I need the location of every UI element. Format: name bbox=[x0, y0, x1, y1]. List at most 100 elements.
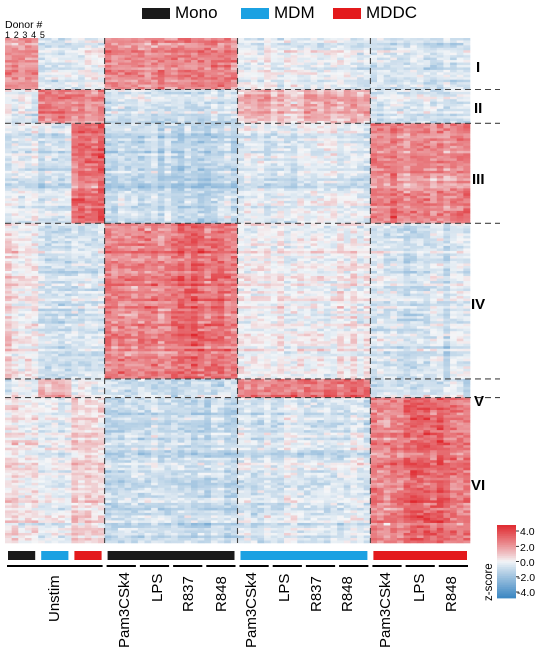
heatmap-cell bbox=[91, 135, 99, 139]
heatmap-cell bbox=[84, 158, 92, 162]
heatmap-cell bbox=[284, 168, 291, 172]
heatmap-cell bbox=[403, 89, 411, 93]
heatmap-cell bbox=[297, 52, 305, 56]
heatmap-cell bbox=[456, 40, 464, 44]
heatmap-cell bbox=[11, 208, 19, 212]
heatmap-cell bbox=[204, 120, 212, 124]
heatmap-cell bbox=[164, 173, 172, 177]
heatmap-cell bbox=[343, 96, 351, 100]
heatmap-cell bbox=[337, 111, 345, 114]
heatmap-cell bbox=[244, 168, 252, 172]
heatmap-cell bbox=[410, 150, 418, 154]
heatmap-cell bbox=[171, 74, 179, 78]
heatmap-cell bbox=[350, 200, 358, 204]
heatmap-cell bbox=[436, 155, 444, 159]
heatmap-cell bbox=[423, 74, 431, 78]
heatmap-cell bbox=[303, 47, 311, 51]
heatmap-cell bbox=[98, 150, 105, 154]
heatmap-cell bbox=[151, 180, 159, 184]
heatmap-cell bbox=[257, 104, 265, 107]
heatmap-cell bbox=[91, 116, 99, 119]
heatmap-cell bbox=[237, 42, 245, 46]
heatmap-cell bbox=[71, 55, 79, 58]
heatmap-cell bbox=[177, 175, 185, 179]
heatmap-cell bbox=[443, 168, 451, 172]
heatmap-cell bbox=[151, 163, 159, 167]
heatmap-cell bbox=[463, 89, 471, 93]
heatmap-cell bbox=[277, 55, 285, 58]
heatmap-cell bbox=[44, 180, 52, 184]
heatmap-cell bbox=[357, 101, 365, 105]
heatmap-cell bbox=[171, 120, 179, 124]
heatmap-cell bbox=[416, 170, 424, 174]
heatmap-cell bbox=[257, 57, 265, 61]
heatmap-cell bbox=[157, 150, 165, 154]
heatmap-cell bbox=[357, 96, 365, 100]
heatmap-cell bbox=[436, 96, 444, 100]
heatmap-cell bbox=[177, 116, 185, 119]
heatmap-cell bbox=[323, 148, 331, 152]
heatmap-cell bbox=[403, 84, 411, 88]
heatmap-cell bbox=[137, 62, 145, 66]
heatmap-cell bbox=[257, 133, 265, 137]
heatmap-cell bbox=[450, 180, 458, 184]
heatmap-cell bbox=[303, 158, 311, 162]
heatmap-cell bbox=[337, 113, 345, 117]
heatmap-cell bbox=[191, 52, 198, 56]
heatmap-cell bbox=[44, 150, 52, 154]
heatmap-cell bbox=[436, 185, 444, 189]
heatmap-cell bbox=[131, 104, 139, 107]
heatmap-cell bbox=[330, 67, 338, 71]
heatmap-cell bbox=[98, 84, 105, 88]
heatmap-cell bbox=[264, 113, 272, 117]
heatmap-cell bbox=[250, 180, 258, 184]
heatmap-cell bbox=[303, 205, 311, 209]
heatmap-cell bbox=[51, 91, 59, 95]
heatmap-cell bbox=[323, 205, 331, 209]
heatmap-cell bbox=[297, 104, 305, 107]
heatmap-cell bbox=[363, 210, 371, 214]
heatmap-cell bbox=[91, 173, 99, 177]
heatmap-cell bbox=[403, 203, 411, 207]
heatmap-cell bbox=[363, 74, 371, 78]
heatmap-cell bbox=[104, 67, 112, 71]
heatmap-cell bbox=[396, 96, 404, 100]
heatmap-cell bbox=[144, 198, 152, 202]
heatmap-cell bbox=[164, 183, 172, 187]
heatmap-cell bbox=[11, 203, 19, 207]
heatmap-cell bbox=[403, 178, 411, 182]
heatmap-cell bbox=[463, 120, 471, 124]
heatmap-cell bbox=[64, 69, 72, 73]
heatmap-cell bbox=[131, 52, 139, 56]
heatmap-cell bbox=[257, 195, 265, 199]
heatmap-cell bbox=[137, 195, 145, 199]
heatmap-cell bbox=[84, 111, 92, 114]
heatmap-cell bbox=[270, 190, 278, 194]
heatmap-cell bbox=[257, 160, 265, 164]
heatmap-cell bbox=[131, 55, 139, 58]
heatmap-cell bbox=[224, 128, 232, 132]
heatmap-cell bbox=[370, 45, 378, 49]
heatmap-cell bbox=[436, 143, 444, 147]
heatmap-cell bbox=[423, 128, 431, 132]
heatmap-cell bbox=[257, 47, 265, 51]
heatmap-cell bbox=[317, 72, 325, 76]
heatmap-cell bbox=[410, 160, 418, 164]
heatmap-cell bbox=[357, 138, 365, 142]
heatmap-cell bbox=[71, 165, 79, 169]
heatmap-cell bbox=[277, 108, 285, 112]
heatmap-cell bbox=[323, 52, 331, 56]
heatmap-cell bbox=[423, 190, 431, 194]
heatmap-cell bbox=[284, 72, 291, 76]
heatmap-cell bbox=[237, 87, 245, 90]
heatmap-cell bbox=[330, 133, 338, 137]
heatmap-cell bbox=[290, 40, 298, 44]
heatmap-cell bbox=[390, 60, 398, 63]
heatmap-cell bbox=[416, 150, 424, 154]
heatmap-cell bbox=[197, 163, 205, 167]
heatmap-cell bbox=[5, 185, 12, 189]
heatmap-cell bbox=[157, 111, 165, 114]
heatmap-cell bbox=[436, 208, 444, 212]
heatmap-cell bbox=[310, 45, 318, 49]
heatmap-cell bbox=[323, 62, 331, 66]
